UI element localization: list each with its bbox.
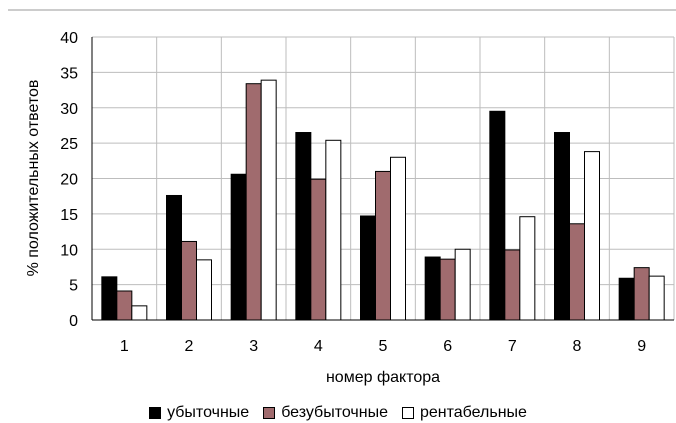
x-tick-label: 7 (508, 338, 517, 355)
y-tick-label: 5 (69, 278, 78, 295)
y-tick-label: 25 (60, 136, 78, 153)
x-tick-label: 9 (637, 338, 646, 355)
bar (648, 275, 665, 321)
bar (554, 132, 570, 321)
bar (101, 276, 118, 321)
bar (310, 178, 327, 321)
bar (166, 194, 182, 321)
bar (245, 83, 262, 321)
y-tick-label: 20 (60, 172, 78, 189)
legend-item-loss: убыточные (149, 402, 249, 423)
bar (181, 240, 197, 321)
legend-swatch-breakeven (263, 406, 276, 419)
bar (390, 156, 406, 321)
bar (519, 216, 536, 321)
x-tick-label: 6 (443, 338, 452, 355)
bar (454, 248, 471, 321)
legend-label-breakeven: безубыточные (281, 403, 388, 421)
x-tick-label: 1 (120, 338, 129, 355)
bar (260, 79, 277, 321)
legend: убыточные безубыточные рентабельные (0, 402, 676, 423)
bar (375, 170, 391, 321)
y-tick-label: 40 (60, 30, 78, 47)
y-tick-label: 0 (69, 313, 78, 330)
bar (569, 223, 585, 321)
bar (633, 267, 650, 321)
bar (504, 249, 521, 321)
y-tick-label: 10 (60, 242, 78, 259)
bar (489, 110, 506, 321)
bar (424, 256, 441, 321)
y-tick-label: 35 (60, 65, 78, 82)
bar (230, 173, 247, 321)
x-tick-label: 5 (379, 338, 388, 355)
bar (116, 290, 133, 321)
legend-item-breakeven: безубыточные (263, 402, 388, 423)
bar (584, 151, 600, 321)
bar (325, 139, 342, 321)
legend-swatch-profitable (401, 406, 414, 419)
x-axis-label: номер фактора (326, 369, 440, 386)
x-tick-label: 4 (314, 338, 323, 355)
bar-chart: 0 5 10 15 20 25 30 35 40 1 2 3 4 5 6 7 8 9 % положительны… (8, 9, 676, 386)
bar (360, 215, 376, 321)
bar (196, 259, 212, 321)
legend-label-loss: убыточные (167, 403, 250, 421)
legend-label-profitable: рентабельные (419, 403, 527, 421)
legend-swatch-loss (149, 406, 162, 419)
x-tick-label: 8 (573, 338, 582, 355)
x-tick-label: 2 (185, 338, 194, 355)
bar (295, 132, 312, 321)
legend-item-profitable: рентабельные (401, 402, 527, 423)
bar (439, 258, 456, 321)
y-axis-label: % положительных ответов (25, 80, 42, 277)
y-tick-label: 15 (60, 207, 78, 224)
bar (131, 305, 148, 321)
bar (618, 277, 635, 321)
x-tick-label: 3 (249, 338, 258, 355)
y-tick-label: 30 (60, 101, 78, 118)
